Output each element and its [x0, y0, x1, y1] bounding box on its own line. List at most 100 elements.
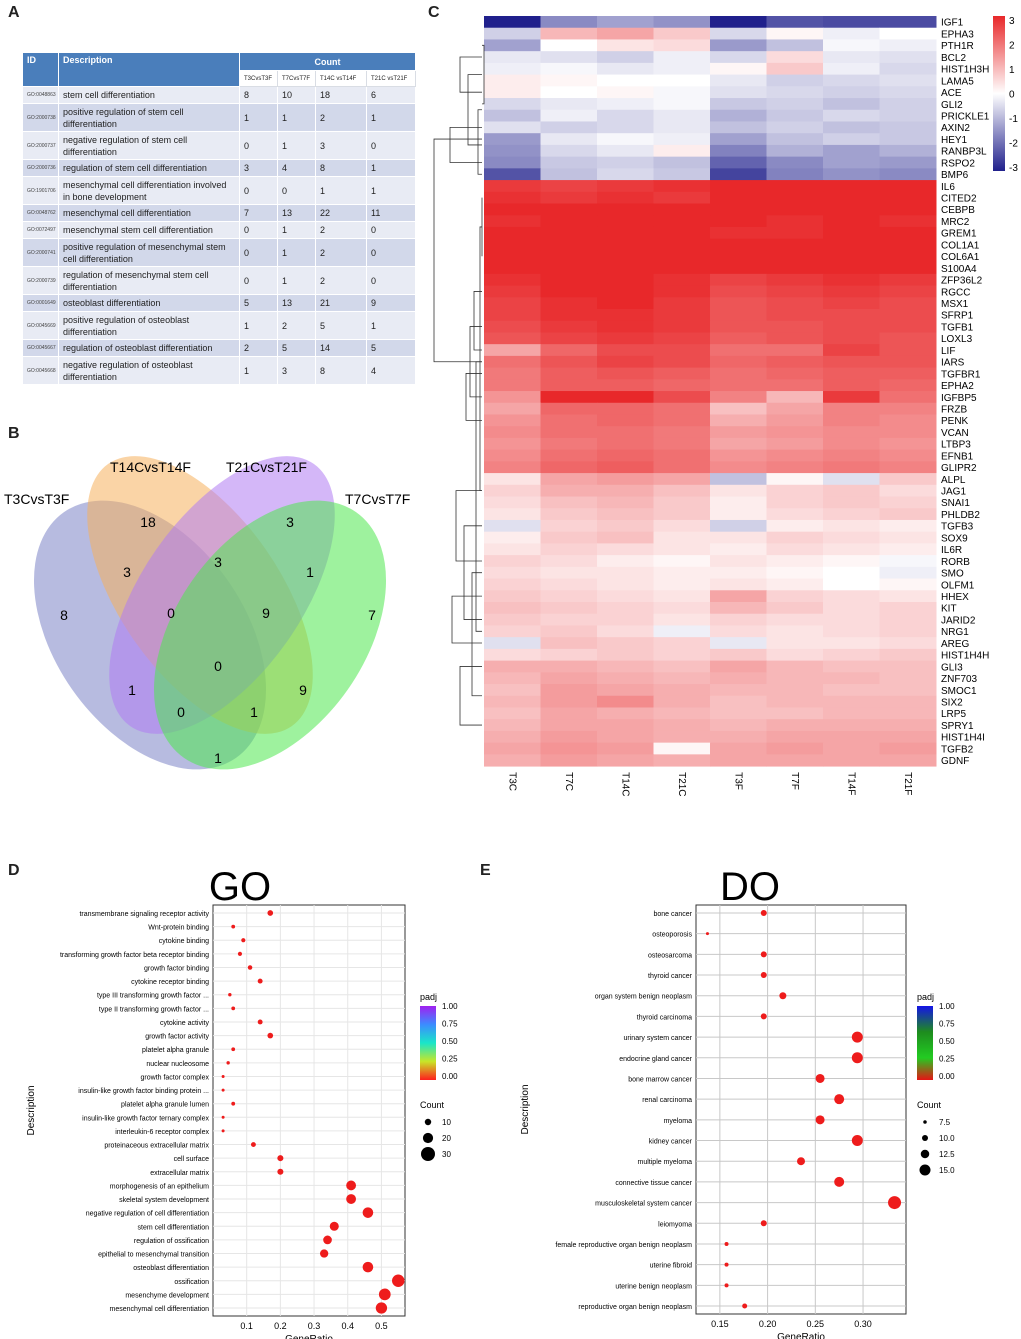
legend-size-dot [919, 1164, 931, 1176]
heatmap-cell [879, 332, 937, 345]
data-point [760, 910, 767, 916]
heatmap-cell [484, 133, 541, 146]
heatmap-cell [484, 309, 541, 322]
go-term-count-table: ID Description Count T3CvsT3F T7CvsT7F T14… [22, 52, 416, 385]
heatmap-cell [653, 203, 711, 216]
heatmap-cell [653, 250, 711, 263]
heatmap-cell [597, 426, 654, 439]
heatmap-cell [823, 27, 880, 40]
heatmap-cell [653, 215, 711, 228]
heatmap-cell [879, 578, 937, 591]
heatmap-cell [766, 625, 824, 638]
heatmap-cell [653, 168, 711, 181]
heatmap-cell [484, 16, 541, 29]
venn-set-ellipse [153, 500, 387, 770]
gene-label: ACE [941, 88, 962, 99]
heatmap-cell [710, 519, 767, 533]
heatmap-cell [766, 637, 824, 650]
heatmap-cell [710, 426, 767, 439]
heatmap-cell [823, 226, 880, 240]
gene-label: PHLDB2 [941, 510, 980, 521]
gene-label: ZFP36L2 [941, 276, 983, 287]
heatmap-cell [879, 16, 937, 29]
category-label: thyroid carcinoma [637, 1014, 692, 1021]
heatmap-cell [766, 191, 824, 205]
heatmap-cell [653, 566, 711, 580]
heatmap-cell [766, 74, 824, 87]
heatmap-cell [597, 98, 654, 111]
data-point [320, 1249, 329, 1258]
scale-tick-label: 2 [1009, 41, 1015, 52]
category-label: nuclear nucleosome [146, 1061, 209, 1068]
table-row: GO:2000741 positive regulation of mesench… [22, 238, 416, 267]
heatmap-cell [823, 730, 880, 744]
heatmap-cell [823, 203, 880, 216]
heatmap-cell [540, 402, 598, 415]
data-point [779, 992, 787, 1000]
heatmap-cell [597, 273, 654, 287]
heatmap-cell [710, 332, 767, 345]
go-id-cell: GO:0048762 [22, 204, 59, 222]
heatmap-cell [823, 484, 880, 498]
data-point [375, 1302, 388, 1314]
heatmap-cell [710, 320, 767, 333]
heatmap-cell [653, 121, 711, 134]
heatmap-cell [766, 39, 824, 52]
heatmap-cell [710, 496, 767, 509]
heatmap-cell [540, 203, 598, 216]
heatmap-cell [879, 695, 937, 708]
heatmap-cell [823, 144, 880, 158]
venn-count: 8 [60, 607, 68, 623]
table-row: GO:2000738 positive regulation of stem ce… [22, 103, 416, 132]
category-label: interleukin-6 receptor complex [115, 1129, 209, 1136]
heatmap-cell [597, 168, 654, 181]
legend-tick-label: 0.50 [442, 1037, 458, 1046]
heatmap-cell [766, 543, 824, 556]
heatmap-cell [766, 473, 824, 486]
legend-tick-label: 20 [442, 1134, 451, 1143]
sample-label: T3C [507, 772, 518, 791]
data-point [226, 1061, 230, 1065]
heatmap-cell [823, 168, 880, 181]
gene-label: FRZB [941, 404, 967, 415]
heatmap-cell [710, 578, 767, 591]
heatmap-cell [823, 555, 880, 568]
heatmap-cell [879, 449, 937, 462]
heatmap-cell [879, 309, 937, 322]
heatmap-cell [540, 695, 598, 708]
x-tick-label: 0.25 [807, 1319, 825, 1329]
count-cell: 9 [366, 294, 416, 312]
heatmap-cell [540, 602, 598, 615]
data-point [231, 1101, 236, 1106]
category-label: Wnt-protein binding [148, 925, 209, 932]
heatmap-cell [597, 437, 654, 451]
heatmap-cell [823, 273, 880, 287]
heatmap-cell [710, 16, 767, 29]
heatmap-cell [766, 496, 824, 509]
legend-tick-label: 30 [442, 1150, 451, 1159]
go-id-cell: GO:1901706 [22, 176, 59, 205]
heatmap-cell [540, 555, 598, 568]
data-point [888, 1196, 902, 1210]
heatmap-cell [710, 707, 767, 720]
gene-label: GDNF [941, 756, 969, 767]
heatmap-cell [540, 684, 598, 697]
heatmap-cell [766, 297, 824, 310]
heatmap-cell [484, 555, 541, 568]
heatmap-cell [879, 625, 937, 638]
heatmap-cell [710, 215, 767, 228]
table-subheader-comparison: T21C vsT21F [366, 70, 416, 87]
heatmap-cell [879, 684, 937, 697]
heatmap-cell [540, 437, 598, 451]
heatmap-cell [540, 414, 598, 427]
heatmap-cell [484, 625, 541, 638]
heatmap-cell [766, 379, 824, 392]
venn-count: 1 [214, 750, 222, 766]
x-tick-label: 0.20 [759, 1319, 777, 1329]
description-cell: mesenchymal stem cell differentiation [58, 221, 240, 239]
gene-label: RANBP3L [941, 147, 987, 158]
heatmap-cell [540, 297, 598, 310]
heatmap-cell [710, 414, 767, 427]
gene-label: LTBP3 [941, 440, 971, 451]
venn-count: 18 [140, 514, 156, 530]
